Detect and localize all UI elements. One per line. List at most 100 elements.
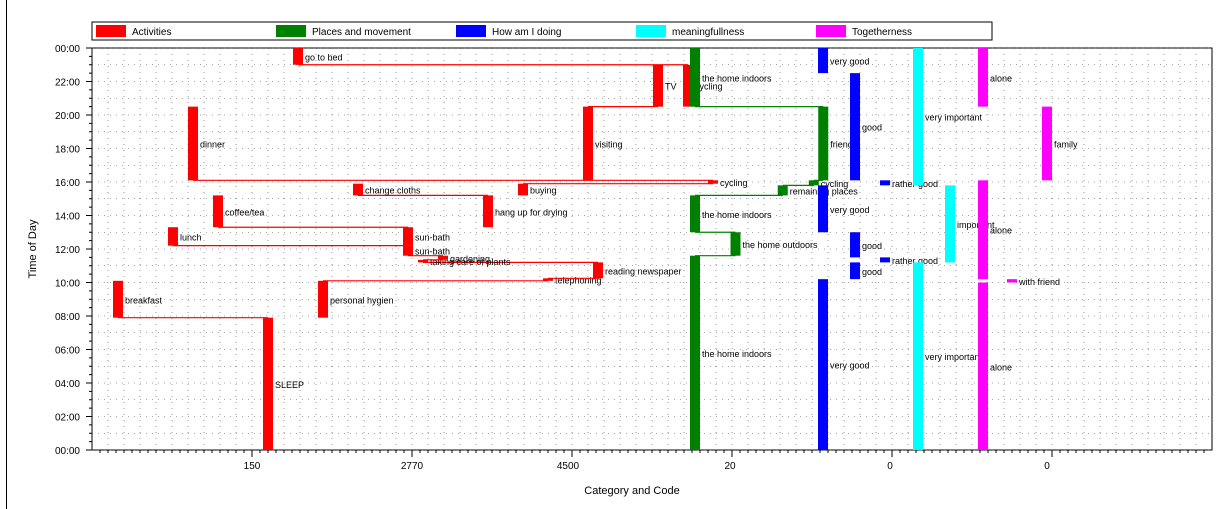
activities-label: go to bed [305,52,343,62]
how-label: rather good [892,256,938,266]
legend-box [91,21,993,41]
activities-label: hang up for drying [495,207,568,217]
together-label: alone [990,226,1012,236]
activities-bar [263,317,273,450]
activities-bar [593,262,603,279]
activities-bar [518,183,528,196]
activities-label: buying [530,186,557,196]
activities-label: reading newspaper [605,266,682,276]
legend-swatch-meaning [636,25,666,37]
activities-label: cycling [720,178,748,188]
activities-bar [483,195,493,228]
activities-bar [113,280,123,318]
meaning-label: very important [925,113,983,123]
together-label: family [1054,139,1078,149]
y-tick-label: 06:00 [55,346,80,357]
legend-swatch-places [276,25,306,37]
activities-bar [403,227,413,246]
activities-label: coffee/tea [225,207,264,217]
places-bar [818,106,829,181]
places-label: friends [830,139,858,149]
x-tick-label: 20 [724,461,736,472]
together-bar [978,48,988,107]
legend-label-how: How am I doing [492,27,561,38]
how-bar [850,262,860,280]
activities-bar [708,180,718,184]
how-label: good [862,241,882,251]
how-label: very good [830,57,870,67]
y-axis-label: Time of Day [27,219,39,278]
activities-label: personal hygien [330,295,394,305]
activities-bar [318,280,328,318]
y-tick-label: 20:00 [55,111,80,122]
grid [92,47,1212,451]
y-tick-label: 14:00 [55,212,80,223]
y-tick-label: 00:00 [55,446,80,457]
places-bar [690,195,700,233]
x-axis: 150 2770 4500 20 0 0 Category and Code [99,450,1205,497]
series-together: alone with friend alone family alone [978,48,1078,450]
legend-swatch-how [456,25,486,37]
activities-label: TV [665,82,677,92]
y-tick-label: 00:00 [55,44,80,55]
places-label: the home outdoors [743,240,819,250]
y-tick-label: 04:00 [55,379,80,390]
places-bar [777,185,788,196]
legend: Activities Places and movement How am I do… [91,21,993,41]
together-bar [1042,106,1052,181]
activities-label: breakfast [125,295,163,305]
legend-label-meaning: meaningfullness [672,27,744,38]
places-label: cycling [821,179,849,189]
activities-bar [403,245,413,256]
x-tick-label: 2770 [401,461,424,472]
activities-bar [188,106,198,181]
activities-label: telephoning [555,276,602,286]
meaning-bar [913,262,923,450]
series-meaning: very important important very important [913,48,995,450]
activities-bar [168,227,178,246]
meaning-label: important [957,220,995,230]
how-label: good [862,123,882,133]
y-tick-label: 12:00 [55,245,80,256]
y-tick-label: 08:00 [55,312,80,323]
how-bar [880,257,890,263]
activities-bar [653,64,663,107]
y-tick-label: 18:00 [55,145,80,156]
activities-bar [583,106,593,181]
series-activities: SLEEP breakfast personal hygien telephoning… [113,48,748,450]
places-bar [808,180,819,186]
activities-label: SLEEP [275,380,304,390]
activities-bar [543,278,553,281]
legend-label-activities: Activities [132,27,171,38]
legend-swatch-activities [96,25,126,37]
y-tick-label: 22:00 [55,78,80,89]
places-label: the home indoors [702,349,772,359]
activities-label: dinner [200,139,225,149]
together-bar [1007,279,1017,283]
activities-label: taking care of plants [430,257,511,267]
activities-bar [438,255,448,260]
places-bar [690,255,700,450]
how-bar [818,279,828,450]
activities-label: change cloths [365,186,421,196]
activities-bar [213,195,223,228]
places-label: the home indoors [702,73,772,83]
window-frame-edge [6,0,7,509]
how-bar [880,180,890,186]
y-axis: 00:00 02:00 04:00 06:00 08:00 10:00 12:00 14:00… [27,44,92,457]
legend-swatch-together [816,25,846,37]
meaning-label: very important [925,352,983,362]
together-label: alone [990,362,1012,372]
how-label: very good [830,361,870,371]
how-label: good [862,267,882,277]
activities-label: lunch [180,232,202,242]
how-bar [850,232,860,258]
how-label: very good [830,205,870,215]
y-tick-label: 16:00 [55,178,80,189]
activities-label: sun-bath [415,247,450,257]
y-tick-label: 10:00 [55,279,80,290]
x-axis-label: Category and Code [584,485,679,497]
activities-bar [683,64,693,107]
activities-label: sun-bath [415,232,450,242]
